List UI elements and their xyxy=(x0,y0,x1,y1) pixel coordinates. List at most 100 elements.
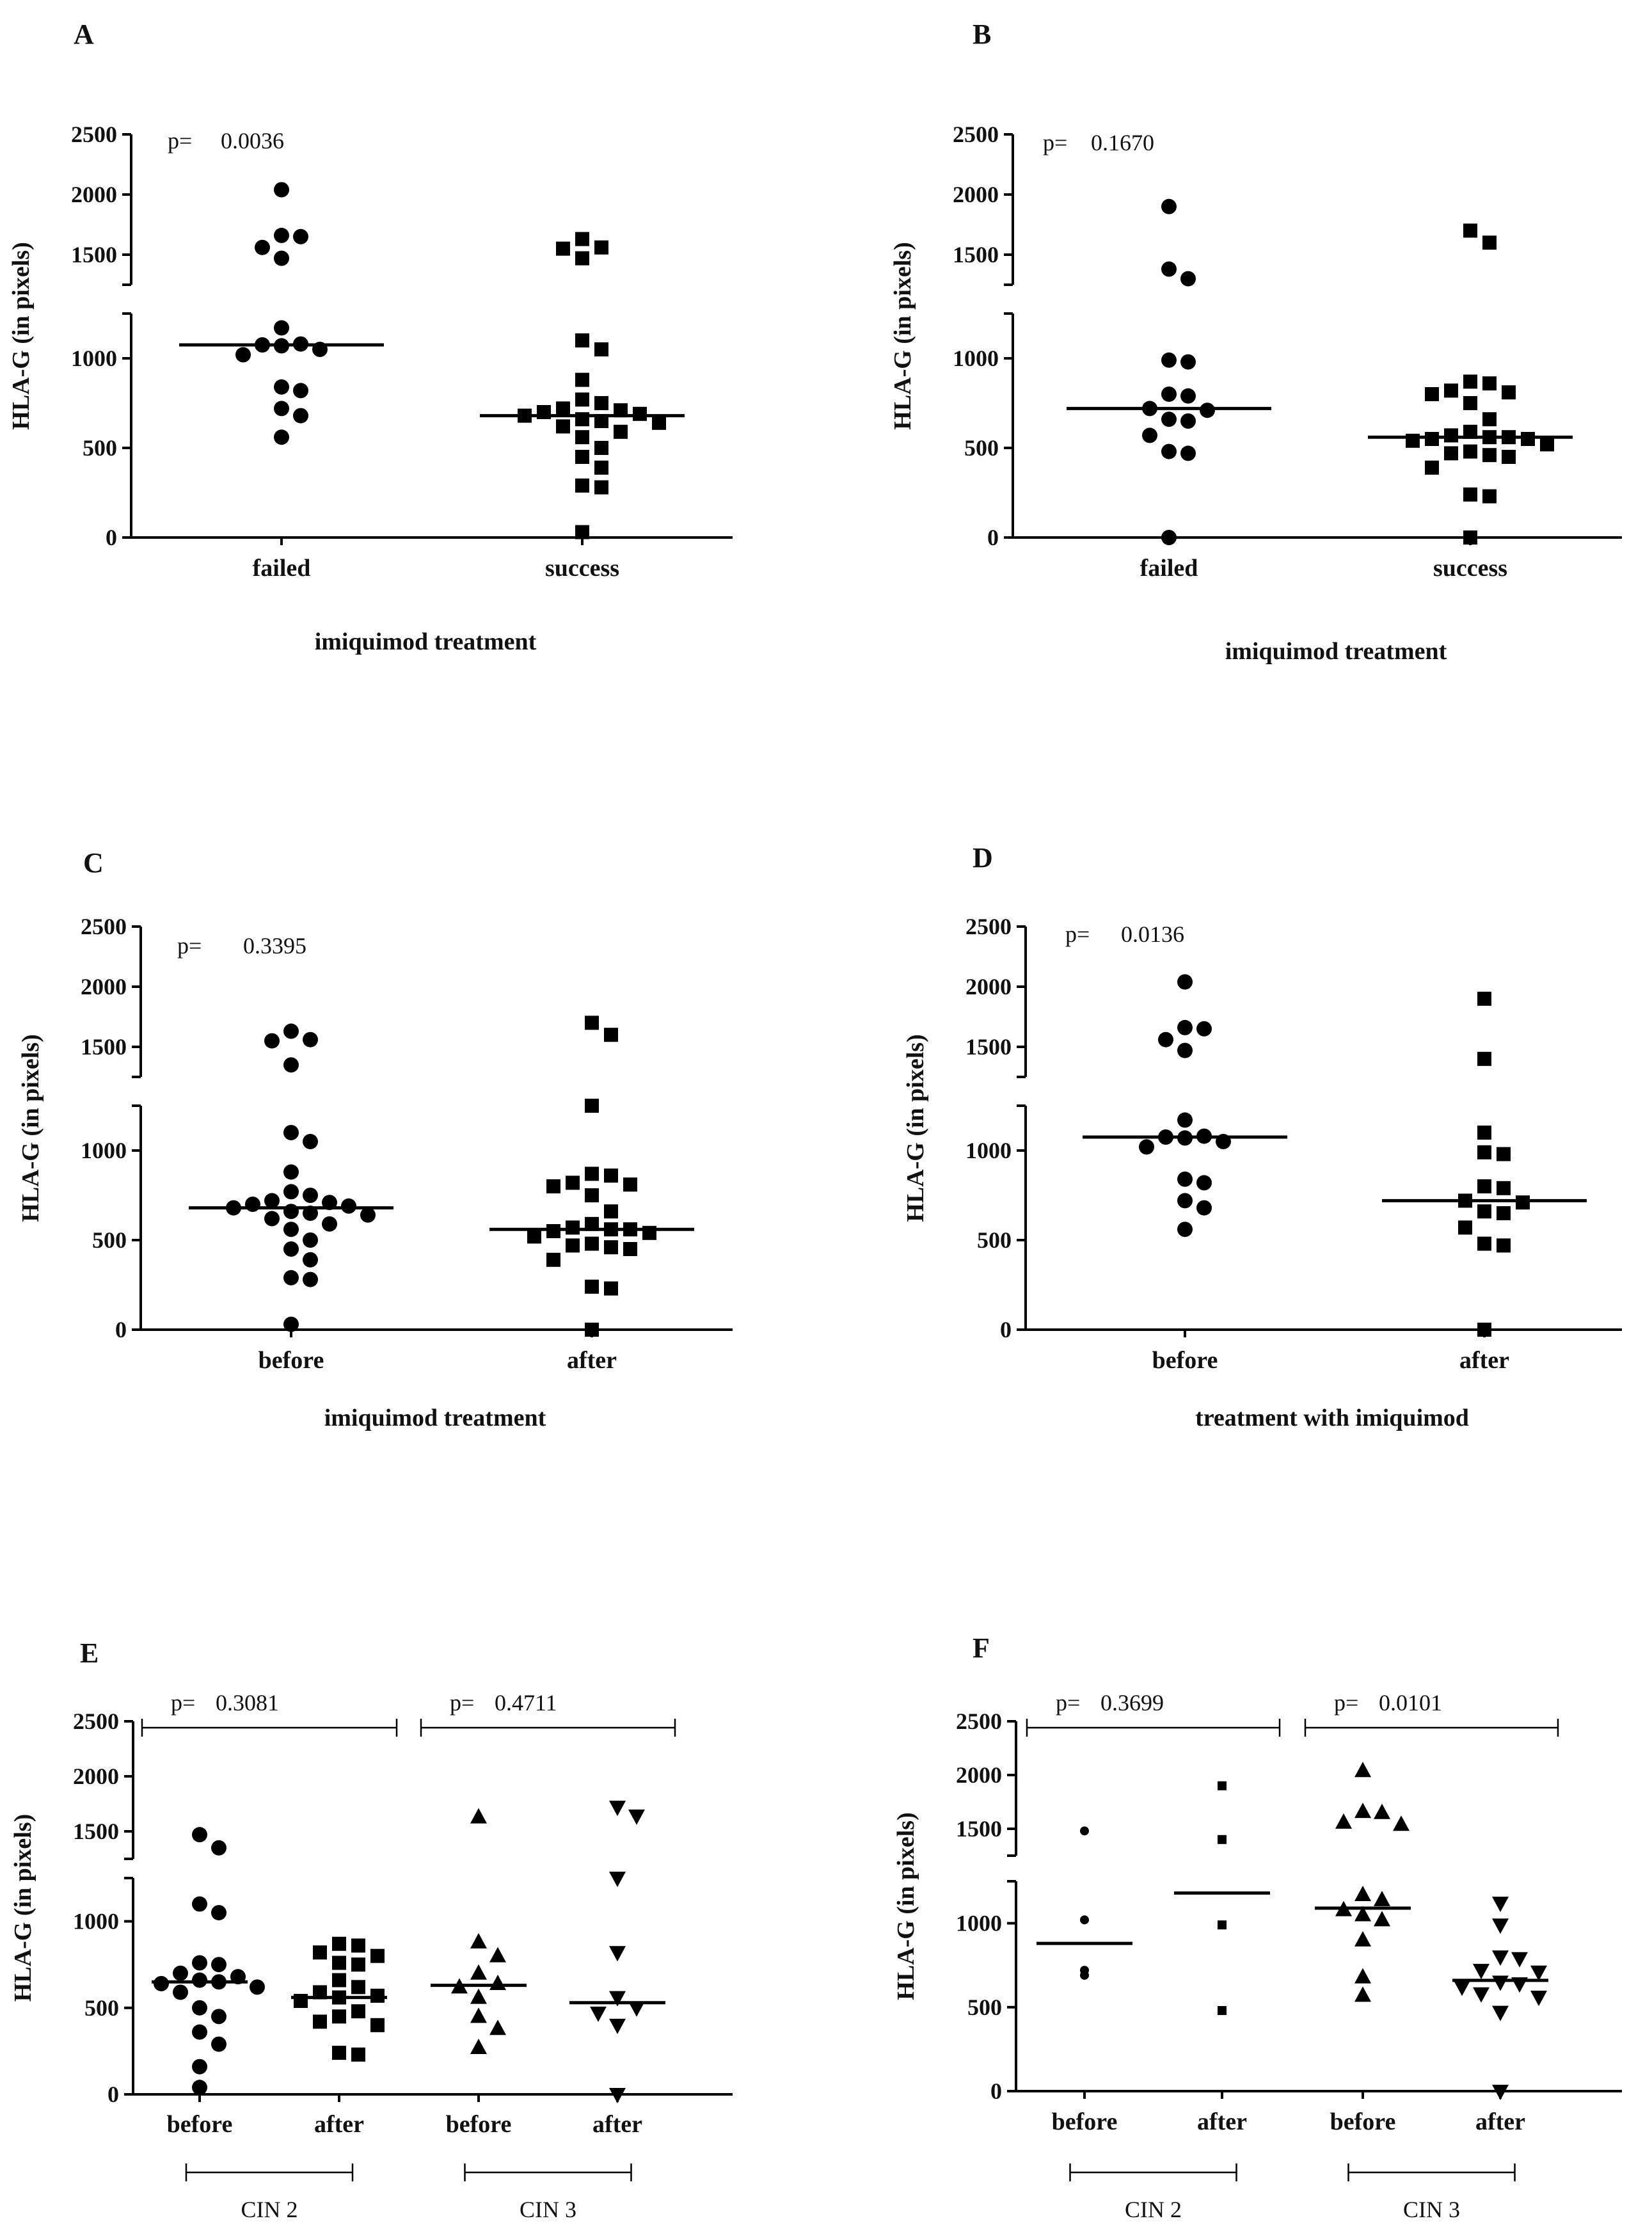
data-point xyxy=(1444,428,1458,443)
data-point xyxy=(1354,1885,1371,1901)
data-point xyxy=(1444,446,1458,461)
data-point xyxy=(546,1224,560,1238)
data-point xyxy=(594,441,608,455)
data-point xyxy=(274,320,289,336)
data-point xyxy=(1080,1915,1089,1925)
p-value: 0.0036 xyxy=(221,128,284,154)
y-tick-label: 0 xyxy=(107,2082,119,2107)
data-point xyxy=(192,1896,207,1912)
panel-d: D 0 500 1000 1500 2000 2500 HLA-G (in pixels) be… xyxy=(902,842,1622,1431)
data-point xyxy=(585,1167,599,1181)
data-point xyxy=(1477,1179,1491,1193)
p-label: p= xyxy=(1056,1690,1080,1716)
data-point xyxy=(623,1242,637,1256)
data-point xyxy=(470,1964,487,1980)
y-axis-label: HLA-G (in pixels) xyxy=(10,1814,36,2002)
data-point xyxy=(192,1827,207,1843)
data-point xyxy=(1492,2085,1509,2100)
data-point xyxy=(173,1965,188,1981)
data-point xyxy=(1177,1193,1193,1209)
comparison-bracket: p= 0.3081 xyxy=(141,1690,398,1737)
data-point xyxy=(1482,412,1497,427)
data-point xyxy=(585,1099,599,1113)
data-point xyxy=(1425,432,1439,446)
data-point xyxy=(370,2018,385,2032)
y-tick-label: 2500 xyxy=(956,1708,1002,1734)
data-point xyxy=(283,1204,299,1220)
data-point xyxy=(1477,1051,1491,1066)
x-axis-label: imiquimod treatment xyxy=(315,628,537,655)
y-axis-label: HLA-G (in pixels) xyxy=(8,242,35,429)
x-tick-label: failed xyxy=(253,555,311,582)
panel-c: C 0 500 1000 1500 2000 2500 HLA-G (in pixels) be… xyxy=(17,847,733,1431)
x-axis-label: imiquimod treatment xyxy=(1225,638,1447,665)
data-point xyxy=(556,401,570,416)
data-point xyxy=(1180,445,1196,461)
y-tick-label: 0 xyxy=(106,525,117,550)
y-axis-label: HLA-G (in pixels) xyxy=(893,1812,919,2000)
data-point xyxy=(1492,2005,1509,2021)
data-point xyxy=(283,1057,299,1073)
data-point xyxy=(556,419,570,434)
data-point xyxy=(566,1238,580,1253)
y-tick-label: 2000 xyxy=(73,1764,119,1789)
data-point xyxy=(283,1125,299,1140)
data-point xyxy=(1177,974,1193,990)
data-point xyxy=(283,1316,299,1332)
data-point xyxy=(575,392,589,407)
data-point xyxy=(585,1236,599,1251)
data-point xyxy=(1374,1911,1390,1927)
data-point xyxy=(470,1933,487,1949)
data-point xyxy=(1530,1991,1547,2007)
data-point xyxy=(470,2038,487,2054)
data-point xyxy=(332,2046,346,2060)
data-point xyxy=(1218,2006,1227,2016)
data-point xyxy=(192,2080,207,2096)
data-point xyxy=(594,342,608,356)
data-point xyxy=(1482,376,1497,391)
data-point xyxy=(609,1946,626,1962)
data-point xyxy=(1180,271,1196,287)
data-point xyxy=(1393,1815,1410,1831)
data-point xyxy=(1497,1147,1511,1161)
category-bracket: CIN 3 xyxy=(1347,2163,1516,2222)
data-point xyxy=(575,450,589,464)
data-point xyxy=(1482,448,1497,463)
data-point xyxy=(1463,530,1477,545)
panel-a: A 0 500 1000 1500 2000 2500 HLA-G (in pixels) fa… xyxy=(8,19,733,655)
y-tick-label: 2000 xyxy=(81,974,127,1000)
group-failed: failed xyxy=(1067,198,1271,582)
x-tick-label: failed xyxy=(1140,555,1198,582)
y-tick-label: 1000 xyxy=(73,1909,119,1934)
y-tick-label: 1000 xyxy=(81,1138,127,1163)
y-tick-label: 2000 xyxy=(965,974,1012,1000)
y-tick-label: 2000 xyxy=(71,182,117,207)
data-point xyxy=(1374,1890,1390,1906)
data-point xyxy=(609,1872,626,1887)
data-point xyxy=(211,1957,226,1973)
data-point xyxy=(264,1193,280,1209)
data-point xyxy=(1218,1920,1227,1930)
data-point xyxy=(594,396,608,410)
data-point xyxy=(274,429,289,445)
data-point xyxy=(628,2001,645,2017)
data-point xyxy=(274,250,289,266)
data-point xyxy=(1477,1145,1491,1159)
y-tick-label: 0 xyxy=(987,525,999,550)
data-point xyxy=(1177,1112,1193,1128)
y-tick-label: 0 xyxy=(115,1317,127,1342)
data-point xyxy=(173,1984,188,2000)
data-point xyxy=(1354,1762,1371,1778)
data-point xyxy=(1511,1952,1528,1968)
data-point xyxy=(1477,1204,1491,1219)
panel-b: B 0 500 1000 1500 2000 2500 HLA-G (in pixels) fa… xyxy=(889,19,1622,665)
data-point xyxy=(1473,1964,1489,1980)
data-point xyxy=(370,1988,385,2003)
data-point xyxy=(470,1808,487,1824)
x-axis-label: imiquimod treatment xyxy=(324,1405,546,1431)
y-tick-label: 2500 xyxy=(71,122,117,147)
y-tick-label: 1500 xyxy=(953,242,999,267)
data-point xyxy=(1497,1238,1511,1253)
data-point xyxy=(154,1975,169,1991)
category-bracket: CIN 3 xyxy=(464,2163,632,2222)
